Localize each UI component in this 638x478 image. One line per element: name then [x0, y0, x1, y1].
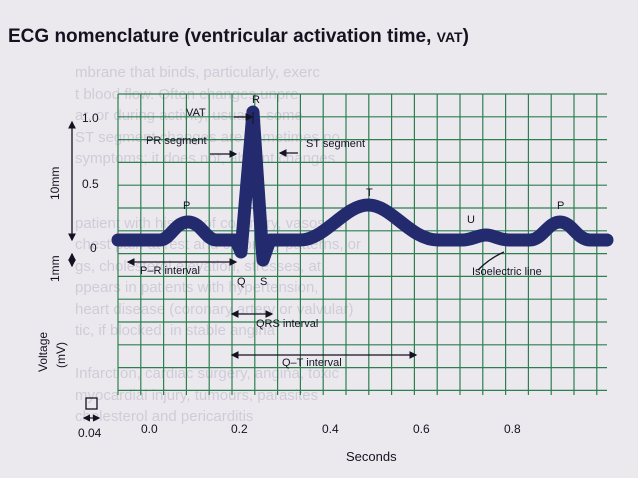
page-title: ECG nomenclature (ventricular activation… — [8, 26, 469, 47]
st-segment-label: ST segment — [306, 138, 366, 150]
background-text-line: cholesterol and pericarditis — [75, 408, 254, 425]
pr-interval-label: P–R interval — [140, 265, 200, 277]
t-wave-label: T — [366, 187, 373, 199]
isoelectric-pointer — [477, 251, 505, 271]
r-wave-label: R — [252, 94, 260, 106]
background-text-line: mbrane that binds, particularly, exerc — [75, 64, 320, 81]
y-tick: 0 — [90, 241, 97, 255]
q-wave-label: Q — [237, 276, 246, 288]
y-axis-unit: (mV) — [54, 342, 68, 368]
p-wave-label: P — [183, 200, 191, 212]
x-axis-title: Seconds — [346, 449, 397, 464]
u-wave-label: U — [467, 214, 475, 226]
x-tick: 0.0 — [141, 422, 158, 436]
y-axis-title: Voltage — [36, 331, 50, 372]
x-tick: 0.6 — [413, 422, 430, 436]
x-tick: 0.4 — [322, 422, 339, 436]
qt-interval-label: Q–T interval — [282, 357, 342, 369]
small-box-label: 0.04 — [78, 426, 102, 440]
background-text-line: tic, if blocked, in stable angina — [75, 322, 276, 339]
isoelectric-line-label: Isoelectric line — [472, 266, 542, 278]
ecg-grid — [117, 93, 607, 395]
vat-label: VAT — [186, 107, 206, 119]
ecg-trace — [111, 105, 614, 267]
background-text-line: heart disease (coronary artery or valvul… — [75, 300, 354, 318]
x-tick: 0.2 — [231, 422, 248, 436]
background-text-line: ppears in patients with hypertension, — [75, 279, 319, 296]
x-tick: 0.8 — [504, 422, 521, 436]
s-wave-label: S — [260, 276, 268, 288]
pr-segment-label: PR segment — [146, 135, 207, 147]
next-p-wave-label: P — [557, 200, 565, 212]
small-box-icon — [85, 397, 98, 410]
ten-mm-label: 10mm — [48, 166, 62, 200]
y-tick: 0.5 — [82, 177, 99, 191]
qrs-interval-label: QRS interval — [256, 318, 319, 330]
background-text-line: patient with history of coronary, vasosp… — [75, 214, 342, 232]
one-mm-label: 1mm — [48, 255, 62, 282]
y-tick: 1.0 — [82, 111, 99, 125]
